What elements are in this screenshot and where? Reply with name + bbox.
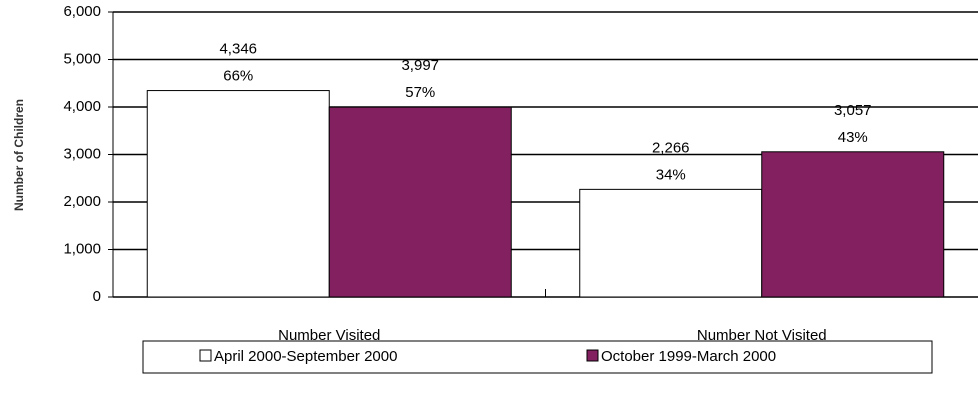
y-tick-label: 4,000: [63, 98, 101, 115]
share-label: 43%: [838, 129, 868, 146]
y-tick-label: 5,000: [63, 50, 101, 67]
value-label: 3,057: [834, 102, 872, 119]
value-label: 2,266: [652, 139, 690, 156]
legend-box: [142, 340, 933, 374]
bar: [761, 151, 945, 298]
value-label: 4,346: [219, 41, 257, 58]
y-tick-label: 6,000: [63, 3, 101, 20]
y-tick-label: 3,000: [63, 145, 101, 162]
share-label: 34%: [656, 166, 686, 183]
y-tick-label: 1,000: [63, 240, 101, 257]
x-tick-label: Number Not Visited: [697, 327, 827, 344]
x-tick-label: Number Visited: [278, 327, 380, 344]
legend-swatch: [586, 349, 599, 362]
legend-swatch: [199, 349, 212, 362]
share-label: 57%: [405, 84, 435, 101]
legend-label: April 2000-September 2000: [214, 348, 397, 365]
bar: [328, 106, 512, 298]
y-tick-label: 0: [93, 288, 101, 305]
y-tick-label: 2,000: [63, 193, 101, 210]
bar: [579, 188, 763, 298]
y-axis-title: Number of Children: [12, 99, 26, 211]
value-label: 3,997: [401, 57, 439, 74]
bar: [146, 90, 330, 298]
share-label: 66%: [223, 68, 253, 85]
legend-label: October 1999-March 2000: [601, 348, 776, 365]
